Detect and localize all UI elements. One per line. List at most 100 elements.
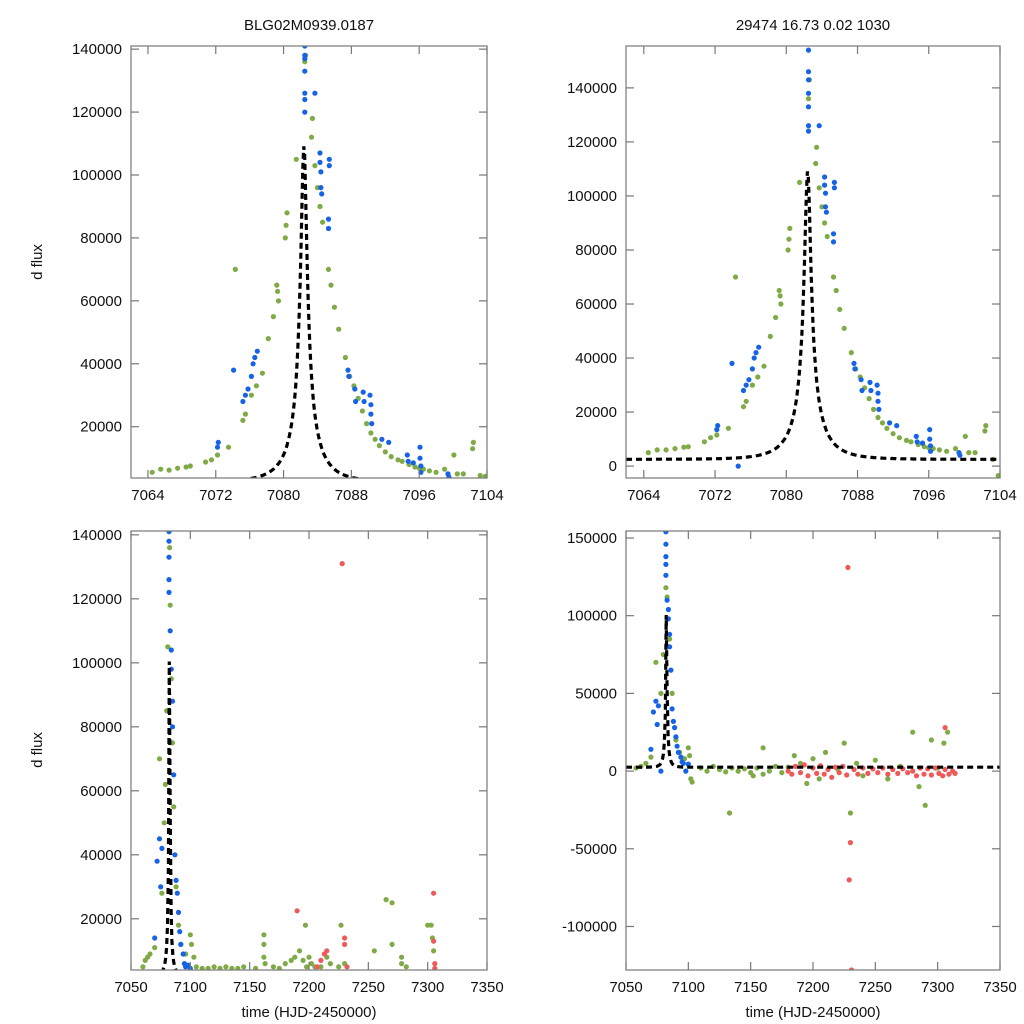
- data-point-blue: [913, 433, 919, 439]
- data-point-blue: [214, 444, 221, 450]
- data-point-green: [773, 314, 779, 321]
- data-point-red: [821, 771, 827, 777]
- data-point-blue: [410, 460, 416, 466]
- data-point-red: [785, 768, 791, 774]
- y-tick-label: 100000: [72, 167, 122, 184]
- data-point-green: [225, 444, 232, 450]
- data-point-green: [308, 961, 314, 967]
- data-point-blue: [166, 554, 172, 560]
- data-point-green: [199, 965, 205, 970]
- data-point-red: [936, 770, 942, 777]
- data-point-red: [342, 935, 348, 941]
- data-point-blue: [302, 56, 308, 62]
- data-point-green: [162, 781, 168, 788]
- data-point-blue: [353, 398, 359, 405]
- data-point-blue: [302, 109, 308, 115]
- data-point-green: [822, 220, 828, 226]
- data-point-green: [359, 408, 365, 414]
- data-point-green: [318, 964, 324, 970]
- panel-top-right: 7064 7072 7080 7088 7096 7104 0 20000 40000 60000…: [567, 45, 1017, 504]
- data-point-green: [288, 957, 294, 964]
- data-point-green: [813, 160, 819, 167]
- data-point-red: [432, 965, 438, 970]
- x-tick-label: 7250: [352, 979, 385, 996]
- y-tick-label: 40000: [80, 847, 122, 864]
- x-axis-label-bottom-left: time (HJD-2450000): [241, 1004, 376, 1021]
- data-point-red: [910, 768, 916, 774]
- data-point-green: [875, 414, 881, 421]
- data-point-green: [791, 753, 797, 759]
- data-point-green: [389, 900, 395, 906]
- data-point-green: [336, 964, 342, 970]
- data-point-blue: [743, 382, 749, 388]
- data-point-red: [946, 771, 952, 777]
- data-point-green: [681, 444, 687, 450]
- data-point-blue: [302, 68, 308, 74]
- x-tick-label: 7088: [335, 487, 368, 504]
- data-point-blue: [325, 225, 332, 232]
- data-point-blue: [667, 631, 673, 637]
- data-point-green: [797, 179, 803, 185]
- data-point-green: [147, 951, 153, 957]
- data-point-red: [431, 890, 437, 896]
- data-point-blue: [653, 698, 659, 704]
- data-point-green: [645, 450, 651, 456]
- data-point-green: [241, 964, 247, 970]
- data-point-blue: [663, 541, 669, 547]
- data-point-green: [804, 780, 810, 787]
- data-point-green: [302, 922, 308, 928]
- data-point-green: [232, 266, 238, 272]
- data-point-blue: [756, 344, 762, 350]
- data-point-blue: [169, 698, 176, 704]
- data-point-green: [156, 756, 163, 762]
- data-point-red: [814, 770, 820, 777]
- data-point-green: [841, 325, 847, 331]
- data-point-blue: [914, 439, 920, 445]
- data-point-red: [921, 771, 927, 777]
- data-point-blue: [831, 185, 838, 191]
- data-point-red: [905, 770, 911, 776]
- data-point-green: [816, 776, 822, 782]
- data-point-green: [928, 737, 935, 743]
- data-point-blue: [404, 452, 410, 458]
- data-point-green: [175, 922, 182, 928]
- data-point-green: [687, 753, 693, 759]
- data-point-blue: [650, 709, 657, 715]
- y-axis-label-top-left: d flux: [29, 244, 46, 280]
- data-point-green: [382, 449, 388, 455]
- data-point-green: [778, 301, 784, 307]
- data-point-green: [936, 447, 943, 453]
- data-point-red: [829, 774, 835, 780]
- data-point-green: [261, 932, 267, 938]
- data-point-blue: [345, 367, 351, 373]
- data-point-green: [331, 304, 337, 310]
- data-point-blue: [386, 439, 392, 445]
- data-point-red: [875, 770, 881, 776]
- data-point-green: [389, 941, 395, 948]
- data-point-green: [732, 274, 739, 280]
- data-point-blue: [957, 452, 963, 458]
- data-point-red: [832, 764, 839, 770]
- data-point-green: [208, 457, 215, 463]
- data-point-blue: [669, 706, 675, 712]
- data-point-blue: [663, 554, 669, 560]
- data-point-green: [412, 464, 418, 470]
- data-point-green: [885, 776, 891, 782]
- data-point-blue: [805, 90, 812, 96]
- data-point-red: [942, 766, 948, 773]
- y-tick-label: 120000: [567, 134, 617, 151]
- data-point-green: [723, 769, 729, 775]
- data-point-blue: [312, 90, 318, 96]
- data-point-blue: [672, 725, 678, 731]
- data-point-green: [653, 659, 659, 665]
- data-point-red: [942, 725, 948, 731]
- panel-bottom-right: 7050 7100 7150 7200 7250 7300 7350 -100000 -5000…: [562, 530, 1017, 996]
- data-point-blue: [240, 398, 246, 405]
- data-point-green: [203, 459, 209, 465]
- data-point-blue: [417, 455, 423, 461]
- data-point-blue: [326, 163, 332, 169]
- data-point-blue: [805, 77, 812, 83]
- data-point-blue: [749, 366, 756, 372]
- data-point-green: [672, 446, 678, 452]
- data-point-green: [726, 810, 733, 816]
